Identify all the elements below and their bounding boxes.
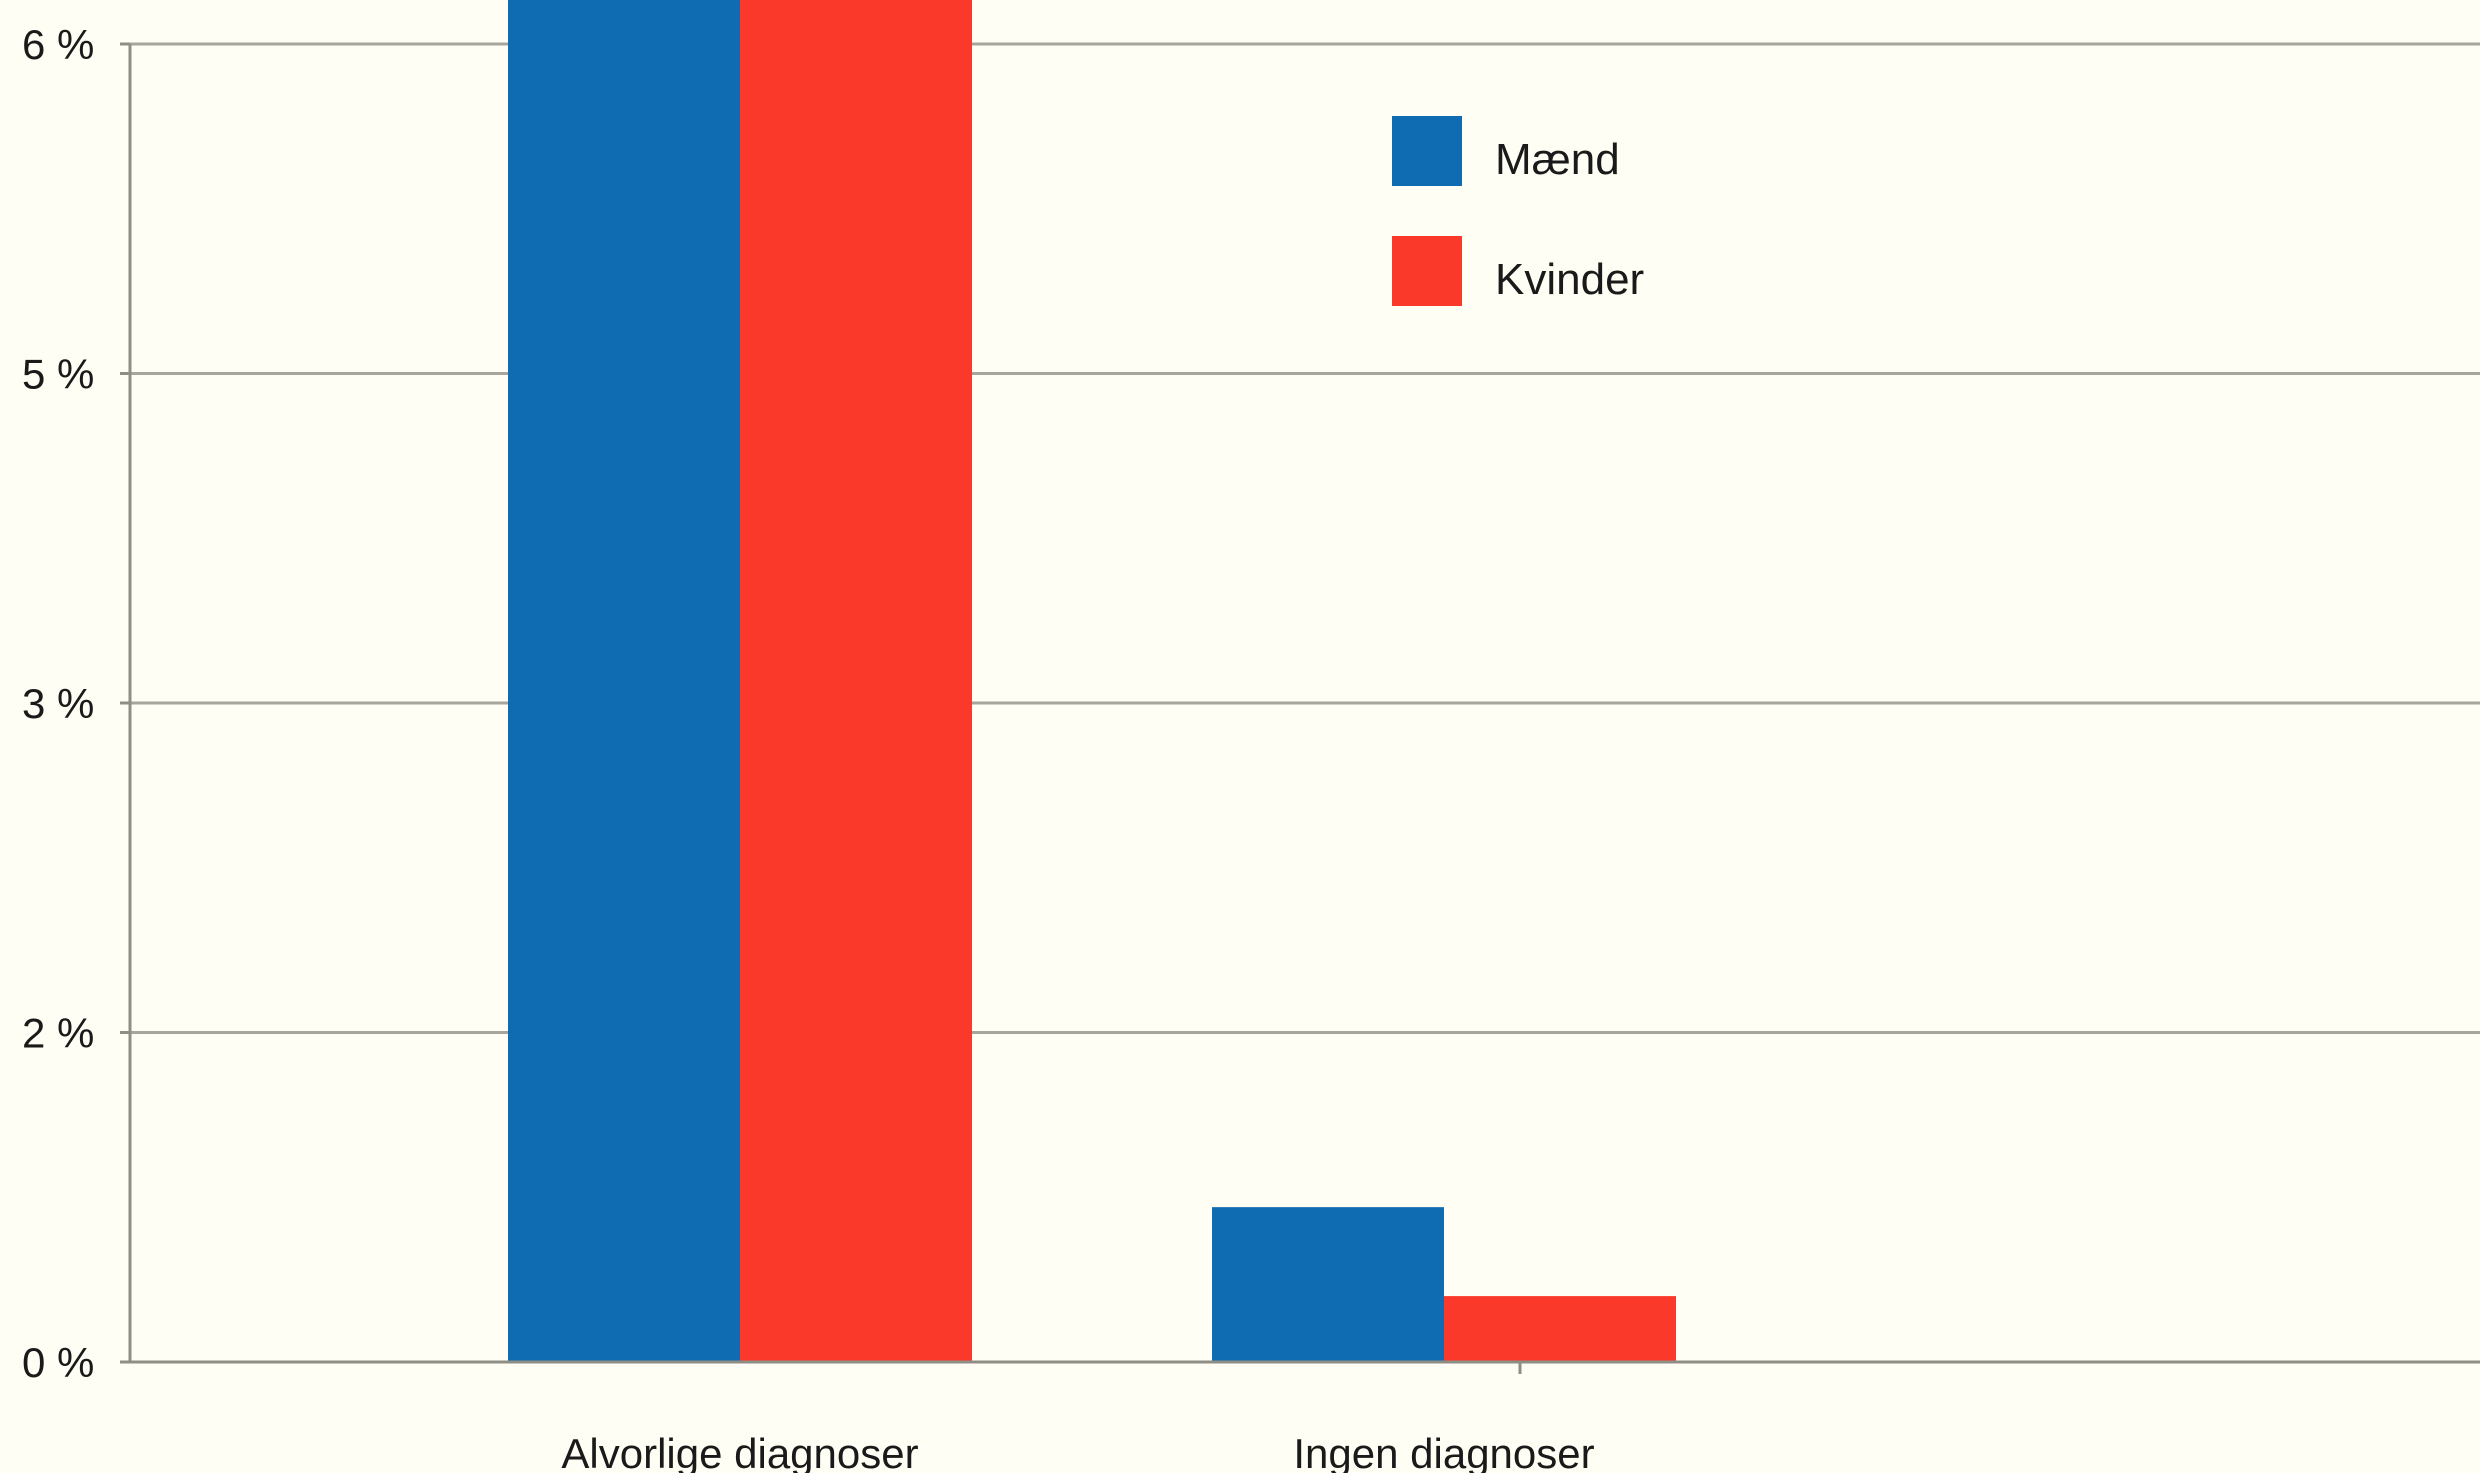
axes bbox=[120, 42, 2480, 1374]
y-tick-label: 3 % bbox=[22, 680, 94, 727]
legend-label: Kvinder bbox=[1495, 255, 1644, 304]
bar-maend-alvorlige bbox=[508, 0, 740, 1362]
y-tick-label: 5 % bbox=[22, 351, 94, 398]
legend: Mænd Kvinder bbox=[1392, 116, 1644, 306]
bar-kvinder-ingen bbox=[1444, 1296, 1676, 1362]
legend-label: Mænd bbox=[1495, 135, 1620, 184]
legend-swatch bbox=[1392, 236, 1462, 306]
bar-kvinder-alvorlige bbox=[740, 0, 972, 1363]
y-tick-label: 0 % bbox=[22, 1339, 94, 1386]
bars bbox=[508, 0, 1676, 1363]
y-tick-label: 6 % bbox=[22, 21, 94, 68]
x-category-label: Alvorlige diagnoser bbox=[561, 1430, 918, 1473]
category-labels: Alvorlige diagnoser Ingen diagnoser bbox=[561, 1430, 1594, 1473]
x-category-label: Ingen diagnoser bbox=[1293, 1430, 1594, 1473]
bar-maend-ingen bbox=[1212, 1207, 1444, 1362]
y-tick-labels: 0 % 2 % 3 % 5 % 6 % bbox=[22, 21, 94, 1386]
legend-swatch bbox=[1392, 116, 1462, 186]
y-tick-label: 2 % bbox=[22, 1010, 94, 1057]
